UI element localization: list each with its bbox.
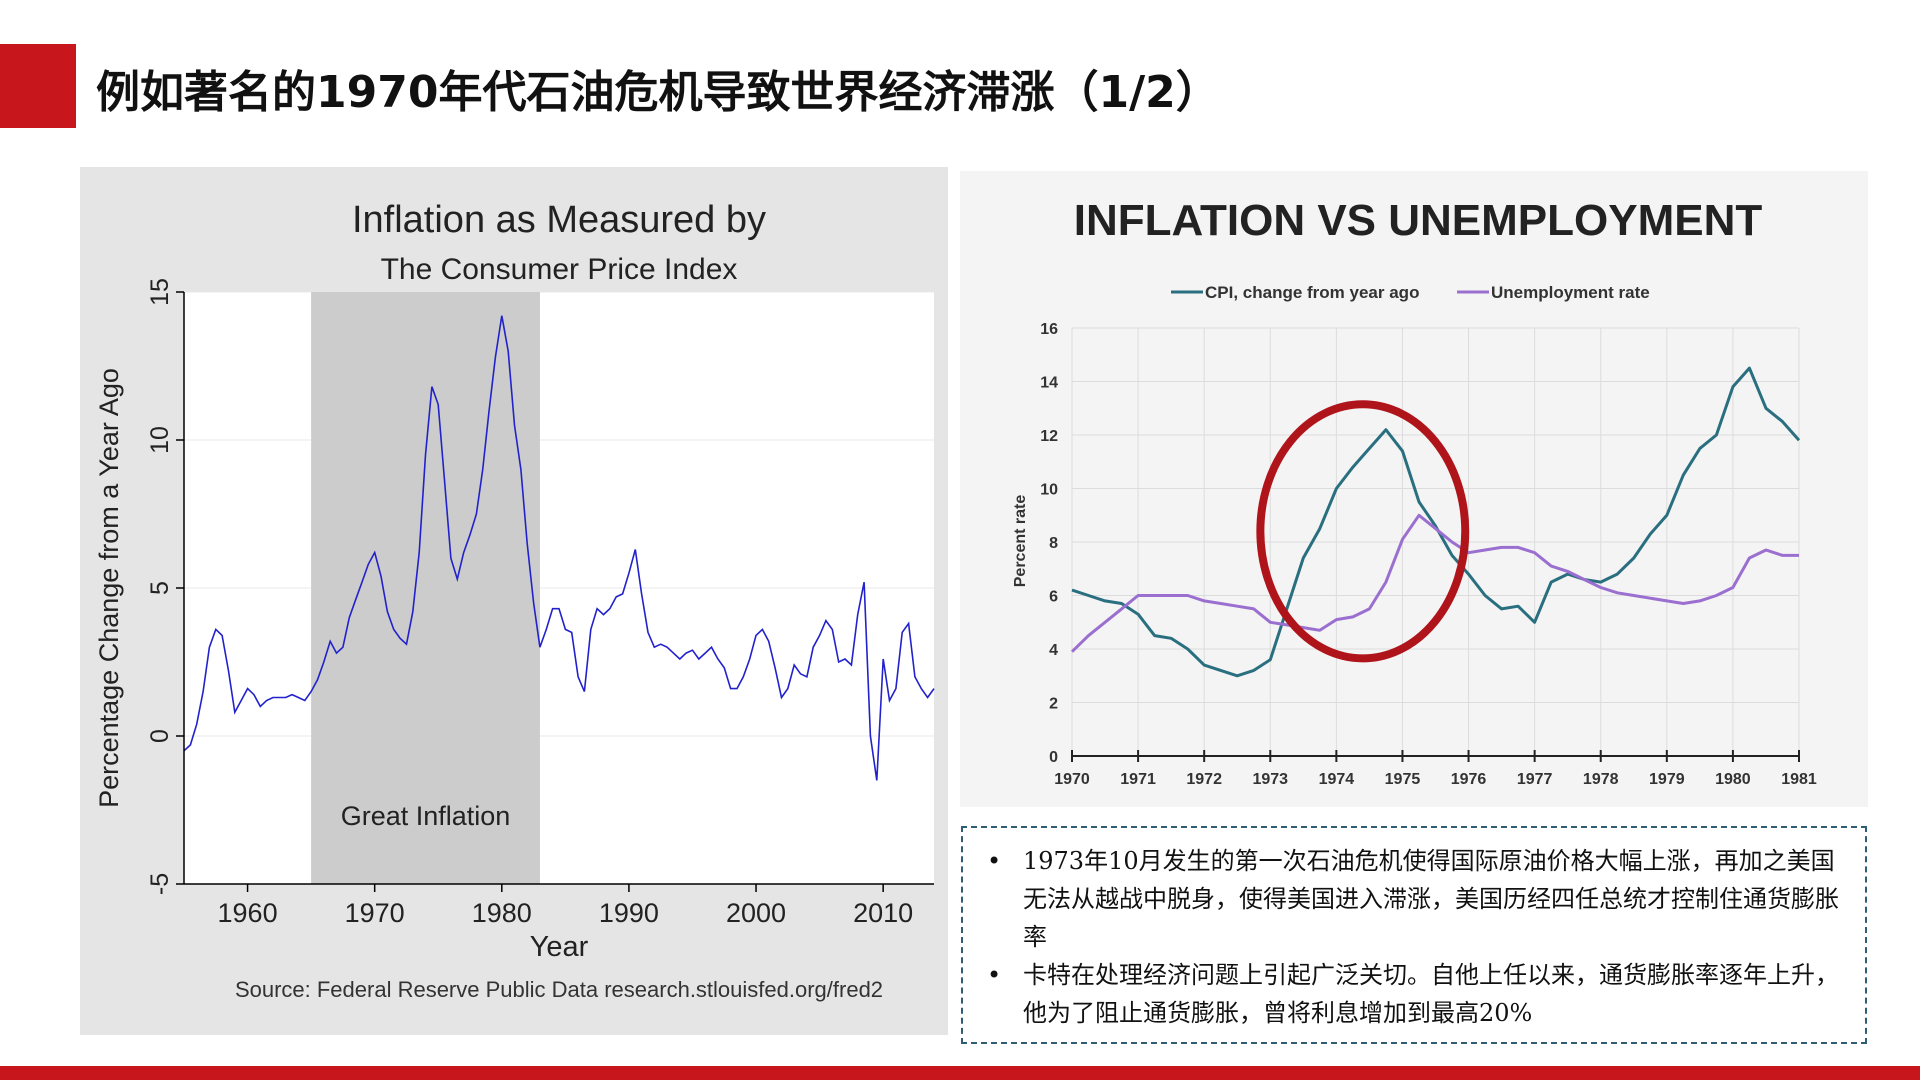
right-y-tick-label: 8 bbox=[1049, 535, 1058, 552]
right-x-tick-label: 1980 bbox=[1715, 771, 1751, 788]
right-x-tick-label: 1974 bbox=[1319, 771, 1355, 788]
right-x-tick-label: 1975 bbox=[1385, 771, 1421, 788]
note-item: • 1973年10月发生的第一次石油危机使得国际原油价格大幅上涨，再加之美国无法从… bbox=[987, 842, 1841, 956]
left-y-tick-label: 0 bbox=[146, 729, 174, 743]
right-chart-title: INFLATION VS UNEMPLOYMENT bbox=[1074, 196, 1763, 245]
right-y-tick-label: 4 bbox=[1049, 642, 1058, 659]
right-y-tick-label: 0 bbox=[1049, 749, 1058, 766]
left-y-tick-label: 10 bbox=[146, 426, 174, 454]
cpi-inflation-line bbox=[183, 315, 935, 781]
right-x-tick-label: 1973 bbox=[1252, 771, 1288, 788]
great-inflation-shade bbox=[311, 292, 540, 884]
bullet-marker: • bbox=[987, 961, 1002, 989]
title-accent-block bbox=[0, 44, 76, 128]
right-x-tick-label: 1971 bbox=[1120, 771, 1156, 788]
right-y-tick-label: 6 bbox=[1049, 589, 1058, 606]
left-chart-source: Source: Federal Reserve Public Data rese… bbox=[235, 977, 883, 1002]
left-x-axis-label: Year bbox=[530, 931, 589, 963]
right-y-tick-label: 12 bbox=[1040, 428, 1058, 445]
right-y-tick-label: 16 bbox=[1040, 321, 1058, 338]
note-item: • 卡特在处理经济问题上引起广泛关切。自他上任以来，通货膨胀率逐年上升，他为了阻止… bbox=[987, 956, 1841, 1032]
right-x-tick-label: 1977 bbox=[1517, 771, 1553, 788]
legend-cpi-label: CPI, change from year ago bbox=[1205, 283, 1419, 302]
unemployment-rate-line bbox=[1070, 513, 1799, 653]
left-y-tick-label: 5 bbox=[146, 581, 174, 595]
legend-unemp-label: Unemployment rate bbox=[1491, 283, 1650, 302]
left-x-tick-label: 1970 bbox=[345, 898, 405, 928]
inflation-vs-unemployment-chart: INFLATION VS UNEMPLOYMENT CPI, change fr… bbox=[960, 171, 1868, 807]
right-x-tick-label: 1970 bbox=[1054, 771, 1090, 788]
left-y-tick-label: -5 bbox=[146, 873, 174, 895]
right-y-tick-label: 14 bbox=[1040, 375, 1058, 392]
great-inflation-label: Great Inflation bbox=[341, 801, 511, 831]
right-legend: CPI, change from year ago Unemployment r… bbox=[1171, 283, 1650, 302]
left-x-tick-label: 1990 bbox=[599, 898, 659, 928]
right-x-tick-label: 1972 bbox=[1186, 771, 1222, 788]
right-x-tick-label: 1978 bbox=[1583, 771, 1619, 788]
left-x-tick-label: 1980 bbox=[472, 898, 532, 928]
right-y-tick-label: 2 bbox=[1049, 696, 1058, 713]
bottom-accent-bar bbox=[0, 1066, 1920, 1080]
left-chart-title: Inflation as Measured by bbox=[352, 199, 766, 241]
note-text: 卡特在处理经济问题上引起广泛关切。自他上任以来，通货膨胀率逐年上升，他为了阻止通… bbox=[1023, 961, 1839, 1027]
left-x-tick-label: 2000 bbox=[726, 898, 786, 928]
note-text: 1973年10月发生的第一次石油危机使得国际原油价格大幅上涨，再加之美国无法从越… bbox=[1023, 847, 1839, 951]
left-x-tick-label: 2010 bbox=[853, 898, 913, 928]
right-y-tick-label: 10 bbox=[1040, 482, 1058, 499]
right-x-tick-label: 1976 bbox=[1451, 771, 1487, 788]
left-chart-subtitle: The Consumer Price Index bbox=[381, 253, 738, 286]
cpi-change-line bbox=[1071, 366, 1801, 678]
left-y-tick-label: 15 bbox=[146, 278, 174, 306]
bullet-marker: • bbox=[987, 847, 1002, 875]
left-x-tick-label: 1960 bbox=[218, 898, 278, 928]
stagflation-highlight-ellipse bbox=[1256, 400, 1470, 663]
cpi-inflation-chart: 1960 1970 1980 1990 2000 2010 -5 0 5 10 15 Inflati… bbox=[80, 167, 948, 1035]
right-x-tick-label: 1979 bbox=[1649, 771, 1685, 788]
right-y-axis-label: Percent rate bbox=[1012, 495, 1029, 588]
slide-title: 例如著名的1970年代石油危机导致世界经济滞涨（1/2） bbox=[96, 67, 1220, 118]
right-x-tick-label: 1981 bbox=[1781, 771, 1817, 788]
left-y-axis-label: Percentage Change from a Year Ago bbox=[94, 368, 124, 808]
notes-box: • 1973年10月发生的第一次石油危机使得国际原油价格大幅上涨，再加之美国无法从… bbox=[961, 826, 1867, 1044]
